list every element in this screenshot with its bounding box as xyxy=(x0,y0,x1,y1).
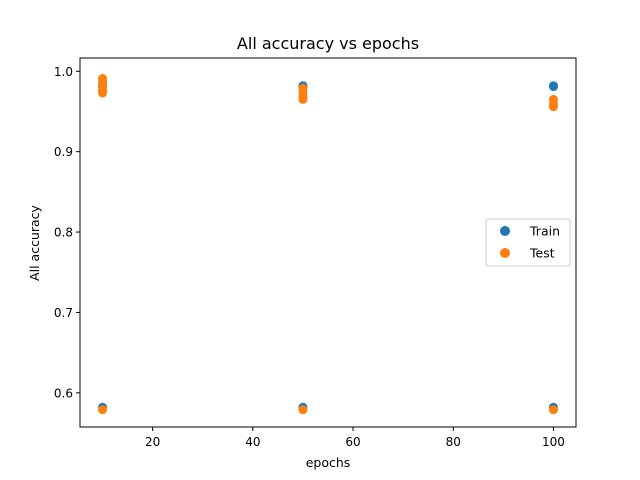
legend-marker-train xyxy=(500,226,510,236)
x-axis-label: epochs xyxy=(306,455,351,470)
plot-frame xyxy=(79,57,577,428)
legend-label-train: Train xyxy=(529,224,560,239)
test-point-0 xyxy=(98,405,108,415)
chart-title: All accuracy vs epochs xyxy=(237,34,419,53)
legend-label-test: Test xyxy=(529,246,555,261)
y-tick-label: 1.0 xyxy=(54,65,73,79)
test-point-6 xyxy=(298,405,308,415)
test-point-10 xyxy=(298,83,308,93)
test-point-14 xyxy=(548,94,558,104)
y-tick-label: 0.8 xyxy=(54,226,73,240)
y-axis-label: All accuracy xyxy=(27,204,42,280)
y-tick-label: 0.6 xyxy=(54,386,73,400)
legend-marker-test xyxy=(500,248,510,258)
x-tick-label: 80 xyxy=(446,435,461,449)
test-point-11 xyxy=(548,405,558,415)
x-tick-label: 40 xyxy=(245,435,260,449)
y-tick-label: 0.9 xyxy=(54,145,73,159)
x-tick-label: 20 xyxy=(145,435,160,449)
test-point-5 xyxy=(98,74,108,83)
x-tick-label: 60 xyxy=(345,435,360,449)
x-axis-ticks: 20 40 60 80 100 xyxy=(145,427,565,449)
y-axis-ticks: 0.6 0.7 0.8 0.9 1.0 xyxy=(54,65,80,400)
y-tick-label: 0.7 xyxy=(54,306,73,320)
plot-marks xyxy=(98,74,558,415)
legend: Train Test xyxy=(485,218,571,267)
x-tick-label: 100 xyxy=(542,435,565,449)
train-point-8 xyxy=(548,81,558,91)
